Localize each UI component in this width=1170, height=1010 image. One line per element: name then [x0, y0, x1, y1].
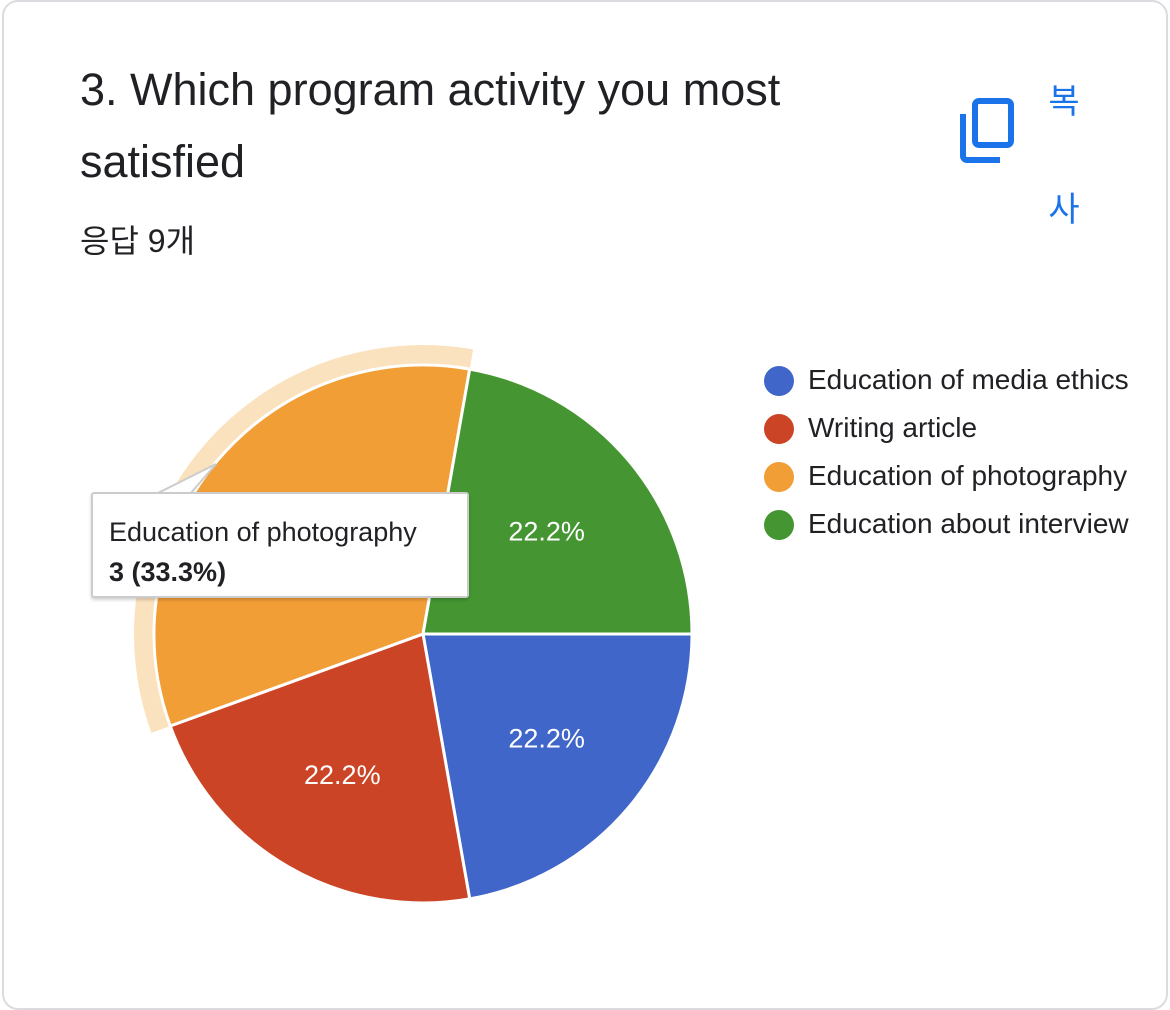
pie-slice-education-of-media-ethics[interactable] — [421, 632, 694, 901]
legend-swatch — [764, 366, 794, 396]
pie-slice-writing-article[interactable] — [168, 631, 472, 905]
slice-label-education-of-media-ethics: 22.2% — [508, 724, 585, 754]
legend-item-writing-article[interactable]: Writing article — [764, 408, 1144, 447]
legend-item-education-of-media-ethics[interactable]: Education of media ethics — [764, 360, 1144, 399]
legend-label: Education about interview — [808, 508, 1129, 539]
chart-legend: Education of media ethics Writing article… — [764, 360, 1144, 552]
legend-item-education-of-photography[interactable]: Education of photography — [764, 456, 1144, 495]
copy-icon — [960, 98, 1014, 163]
legend-label: Education of media ethics — [808, 364, 1129, 395]
tooltip-label: Education of photography — [109, 517, 417, 547]
question-title: 3. Which program activity you most satis… — [80, 64, 781, 187]
legend-swatch — [764, 462, 794, 492]
pie-highlight-ring — [134, 345, 474, 733]
copy-button[interactable]: 복사 — [946, 40, 1096, 229]
legend-label: Writing article — [808, 412, 978, 443]
slice-label-education-about-interview: 22.2% — [508, 516, 585, 546]
pie-slice-education-about-interview[interactable] — [421, 367, 694, 636]
response-count: 응답 9개 — [80, 223, 196, 259]
tooltip-value: 3 (33.3%) — [109, 557, 227, 587]
legend-swatch — [764, 414, 794, 444]
copy-label: 복사 — [1048, 83, 1080, 229]
legend-swatch — [764, 510, 794, 540]
chart-tooltip: Education of photography 3 (33.3%) — [91, 492, 469, 598]
legend-item-education-about-interview[interactable]: Education about interview — [764, 504, 1144, 543]
legend-label: Education of photography — [808, 460, 1128, 491]
slice-label-writing-article: 22.2% — [304, 760, 381, 790]
